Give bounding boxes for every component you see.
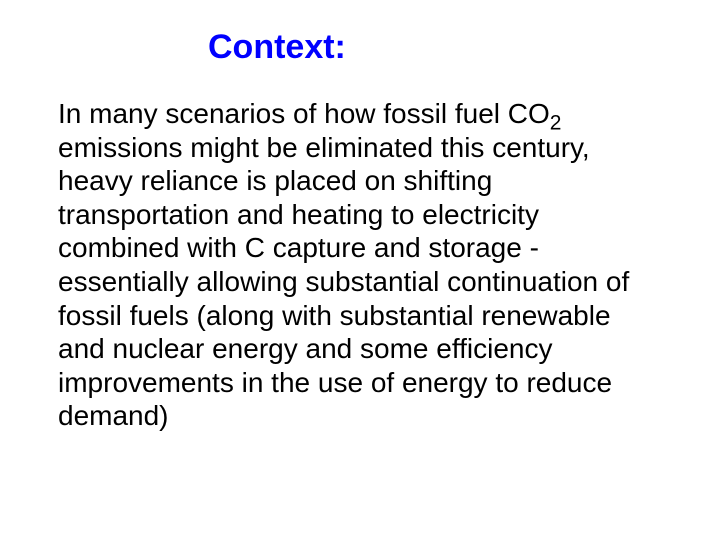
slide: Context: In many scenarios of how fossil… — [0, 0, 720, 540]
slide-title: Context: — [58, 28, 662, 67]
body-text-pre: In many scenarios of how fossil fuel CO — [58, 98, 550, 129]
slide-body-text: In many scenarios of how fossil fuel CO2… — [58, 97, 662, 433]
body-text-post: emissions might be eliminated this centu… — [58, 132, 629, 432]
